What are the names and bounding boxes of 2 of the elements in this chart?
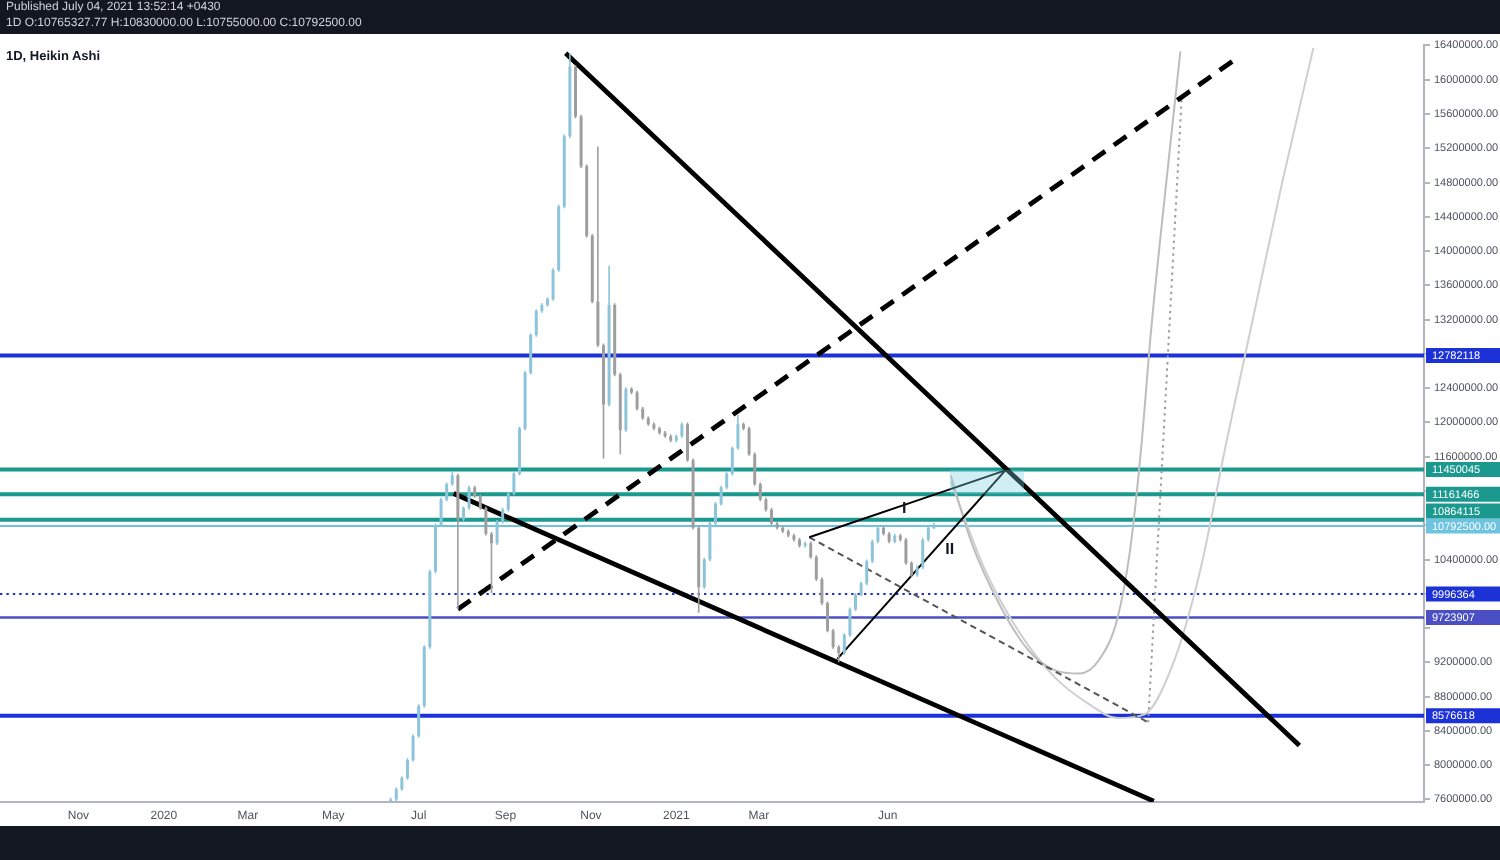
annotation: I bbox=[901, 499, 907, 518]
annotation: II bbox=[945, 539, 955, 558]
